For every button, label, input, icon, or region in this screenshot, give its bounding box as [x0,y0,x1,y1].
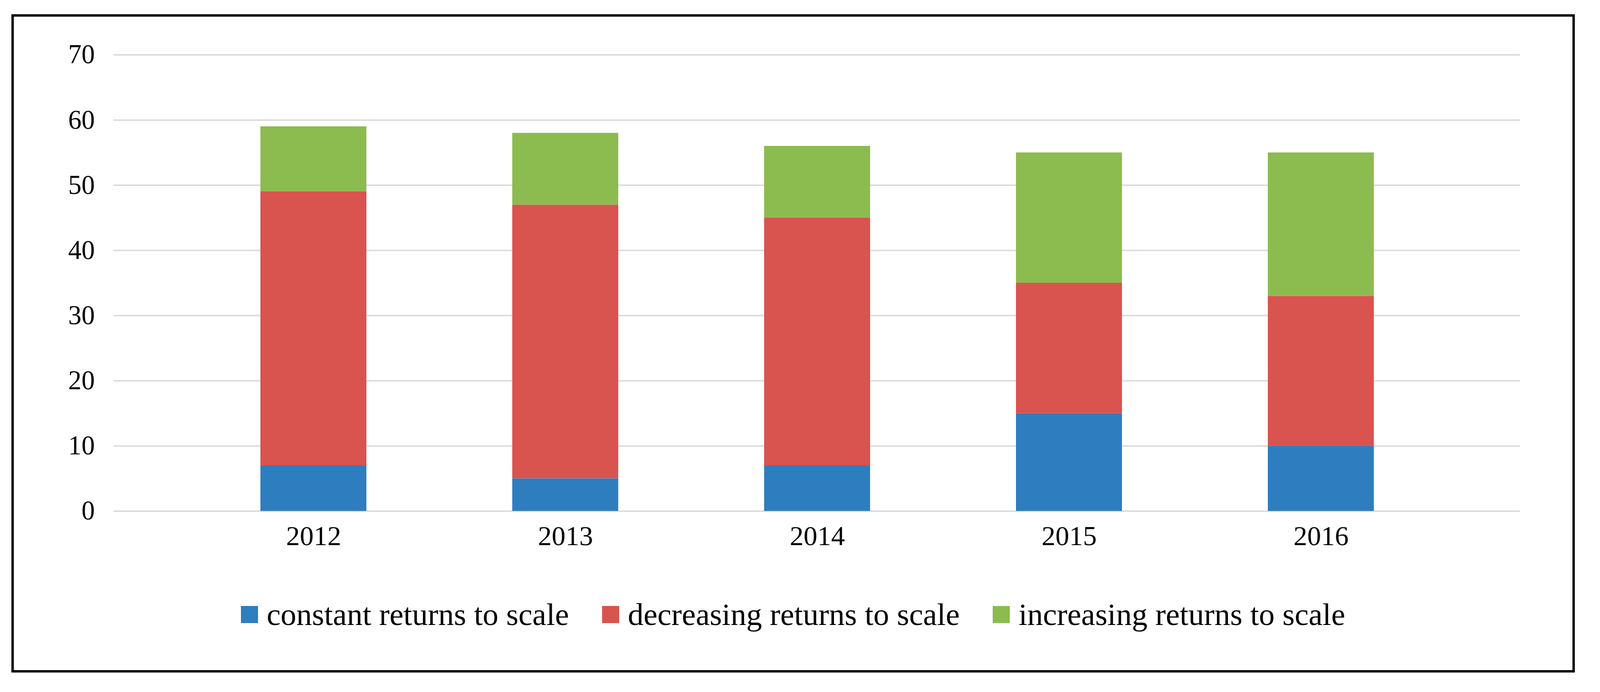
svg-text:2013: 2013 [537,520,594,552]
svg-text:2012: 2012 [286,520,342,552]
svg-text:2015: 2015 [1041,520,1097,552]
svg-text:20: 20 [68,365,96,395]
svg-text:10: 10 [68,430,96,460]
svg-text:2014: 2014 [789,520,845,552]
svg-text:40: 40 [68,235,96,265]
svg-text:70: 70 [68,39,96,69]
html-text:constant returns to scale: constant returns to scale [266,596,569,632]
svg-text:2016: 2016 [1293,520,1349,552]
svg-text:60: 60 [68,105,96,135]
html-text:decreasing returns to scale: decreasing returns to scale [627,596,960,632]
svg-text:50: 50 [68,170,96,200]
svg-text:0: 0 [81,495,96,526]
svg-text:30: 30 [68,300,96,330]
html-text:increasing returns to scale: increasing returns to scale [1018,596,1346,632]
